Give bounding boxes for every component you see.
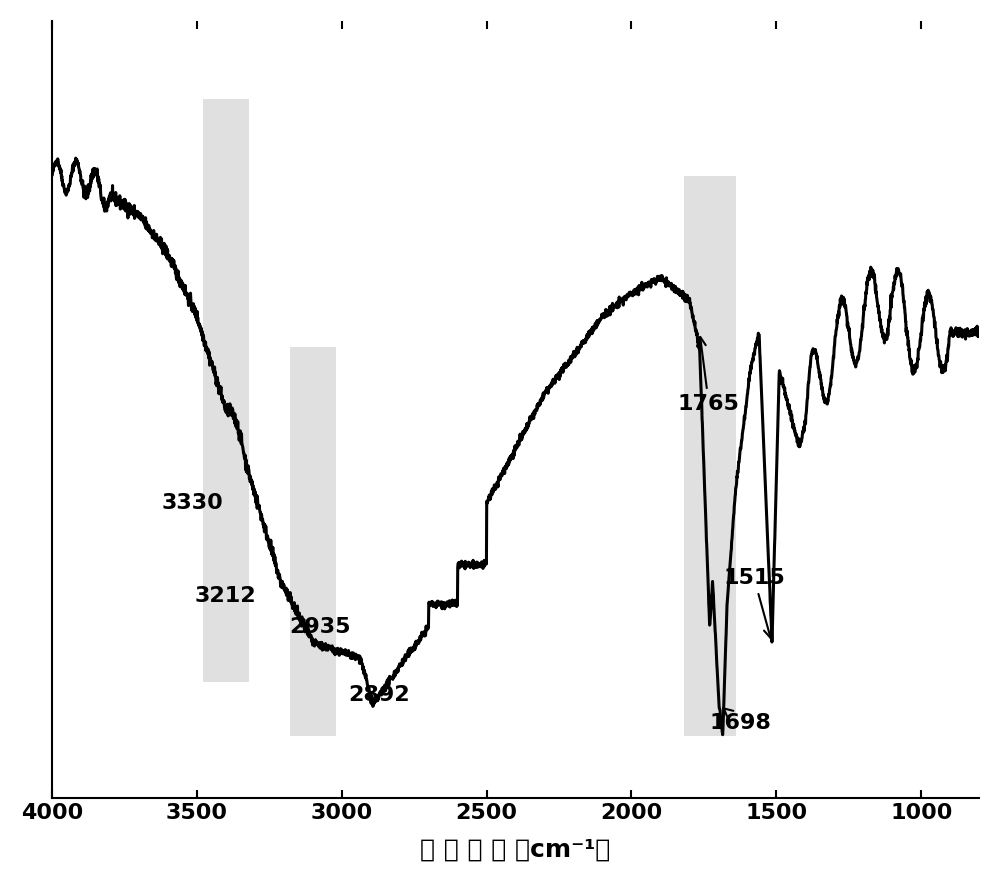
Bar <box>684 176 736 736</box>
Text: 3212: 3212 <box>195 587 256 606</box>
Text: 3330: 3330 <box>161 493 223 513</box>
Text: 1765: 1765 <box>678 337 740 414</box>
Text: 2892: 2892 <box>349 685 410 705</box>
X-axis label: 波 谱 数 目 （cm⁻¹）: 波 谱 数 目 （cm⁻¹） <box>420 837 611 861</box>
Text: 1515: 1515 <box>723 569 785 638</box>
Bar <box>203 99 249 682</box>
Bar <box>290 348 336 736</box>
Text: 2935: 2935 <box>289 617 350 638</box>
Text: 1698: 1698 <box>710 708 772 733</box>
